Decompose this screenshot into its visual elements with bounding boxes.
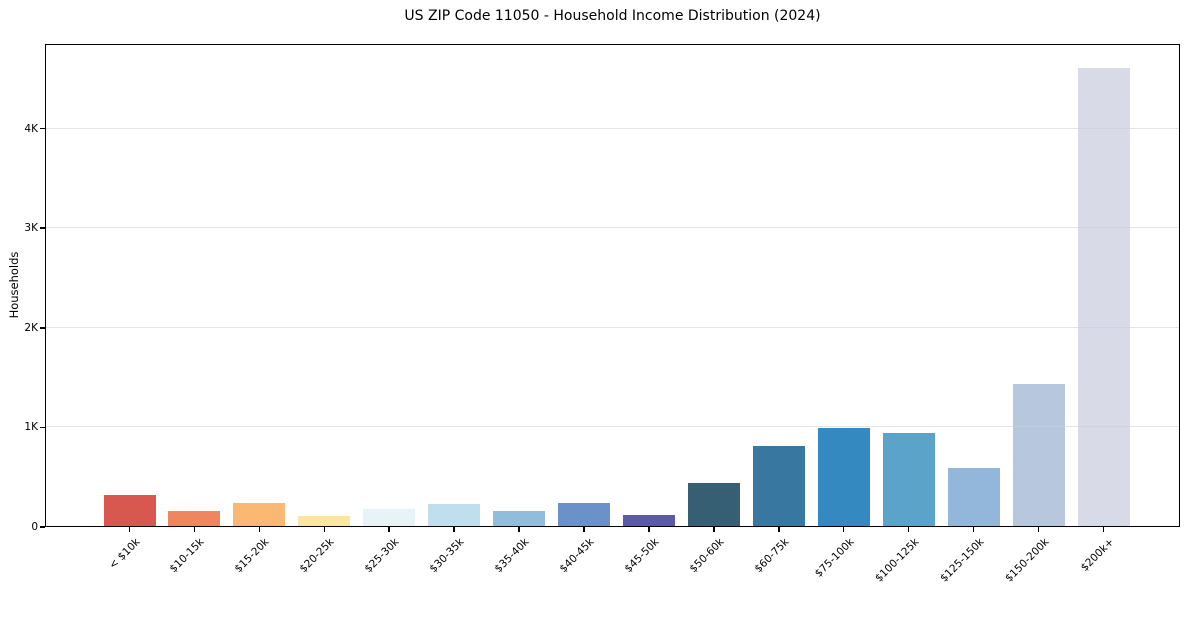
bar-14	[1012, 383, 1065, 527]
bar-4	[363, 509, 416, 527]
x-tick-mark-14	[1037, 527, 1040, 532]
bar-9	[687, 483, 740, 527]
bar-7	[558, 503, 610, 527]
bar-13	[947, 468, 1000, 527]
bar-15	[1077, 67, 1130, 527]
y-tick-label-3K: 3K	[24, 222, 38, 235]
x-tick-mark-6	[518, 527, 520, 532]
bar-10	[752, 446, 805, 527]
x-tick-mark-0	[128, 527, 131, 532]
chart-title: US ZIP Code 11050 - Household Income Dis…	[404, 8, 821, 24]
x-tick-mark-5	[453, 527, 455, 532]
x-tick-mark-15	[1102, 527, 1105, 532]
gridline-3K	[45, 227, 1180, 229]
x-tick-mark-8	[648, 527, 650, 532]
x-tick-mark-10	[778, 527, 780, 532]
bars-container	[45, 44, 1180, 527]
y-tick-mark-2K	[40, 327, 45, 329]
y-axis-title: Households	[7, 251, 21, 319]
gridlines	[45, 44, 1180, 527]
gridline-1K	[45, 426, 1180, 428]
x-tick-mark-4	[388, 527, 390, 532]
x-tick-mark-2	[258, 527, 261, 532]
gridline-2K	[45, 326, 1180, 328]
x-tick-mark-13	[972, 527, 975, 532]
bar-12	[882, 433, 935, 527]
bar-8	[622, 515, 675, 527]
y-tick-label-0: 0	[31, 521, 38, 533]
y-tick-label-2K: 2K	[24, 321, 38, 334]
y-tick-mark-1K	[40, 426, 45, 429]
gridline-4K	[45, 127, 1180, 129]
x-tick-mark-12	[907, 527, 910, 532]
bar-6	[493, 511, 546, 527]
bar-chart-figure: US ZIP Code 11050 - Household Income Dis…	[7, 8, 1180, 585]
bar-5	[428, 504, 481, 527]
y-tick-mark-3K	[40, 227, 45, 229]
bar-3	[298, 516, 351, 527]
bar-11	[817, 428, 870, 527]
x-tick-mark-1	[193, 527, 196, 532]
x-tick-mark-9	[713, 527, 715, 532]
x-tick-mark-7	[583, 527, 585, 532]
y-tick-mark-4K	[40, 127, 45, 130]
plot-area	[45, 44, 1180, 527]
y-tick-label-1K: 1K	[24, 421, 38, 434]
bar-2	[233, 503, 286, 527]
y-tick-label-4K: 4K	[24, 122, 38, 135]
bar-1	[168, 511, 221, 527]
x-tick-mark-11	[842, 527, 845, 532]
x-tick-mark-3	[323, 527, 326, 532]
y-tick-mark-0	[40, 526, 45, 528]
bar-0	[103, 495, 156, 527]
